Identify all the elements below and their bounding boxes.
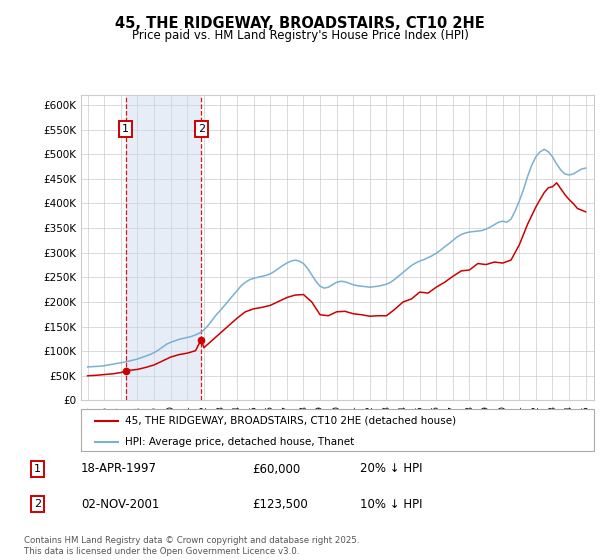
Text: 1: 1 — [34, 464, 41, 474]
Text: 10% ↓ HPI: 10% ↓ HPI — [360, 498, 422, 511]
Text: 45, THE RIDGEWAY, BROADSTAIRS, CT10 2HE (detached house): 45, THE RIDGEWAY, BROADSTAIRS, CT10 2HE … — [125, 416, 456, 426]
Text: 45, THE RIDGEWAY, BROADSTAIRS, CT10 2HE: 45, THE RIDGEWAY, BROADSTAIRS, CT10 2HE — [115, 16, 485, 31]
Text: 1: 1 — [122, 124, 129, 134]
FancyBboxPatch shape — [81, 409, 594, 451]
Text: HPI: Average price, detached house, Thanet: HPI: Average price, detached house, Than… — [125, 437, 354, 446]
Text: Price paid vs. HM Land Registry's House Price Index (HPI): Price paid vs. HM Land Registry's House … — [131, 29, 469, 42]
Text: 20% ↓ HPI: 20% ↓ HPI — [360, 463, 422, 475]
Text: £123,500: £123,500 — [252, 498, 308, 511]
Text: 02-NOV-2001: 02-NOV-2001 — [81, 498, 160, 511]
Text: £60,000: £60,000 — [252, 463, 300, 475]
Text: Contains HM Land Registry data © Crown copyright and database right 2025.
This d: Contains HM Land Registry data © Crown c… — [24, 536, 359, 556]
Text: 18-APR-1997: 18-APR-1997 — [81, 463, 157, 475]
Bar — [125, 95, 201, 400]
Text: 2: 2 — [197, 124, 205, 134]
Text: 2: 2 — [34, 500, 41, 509]
